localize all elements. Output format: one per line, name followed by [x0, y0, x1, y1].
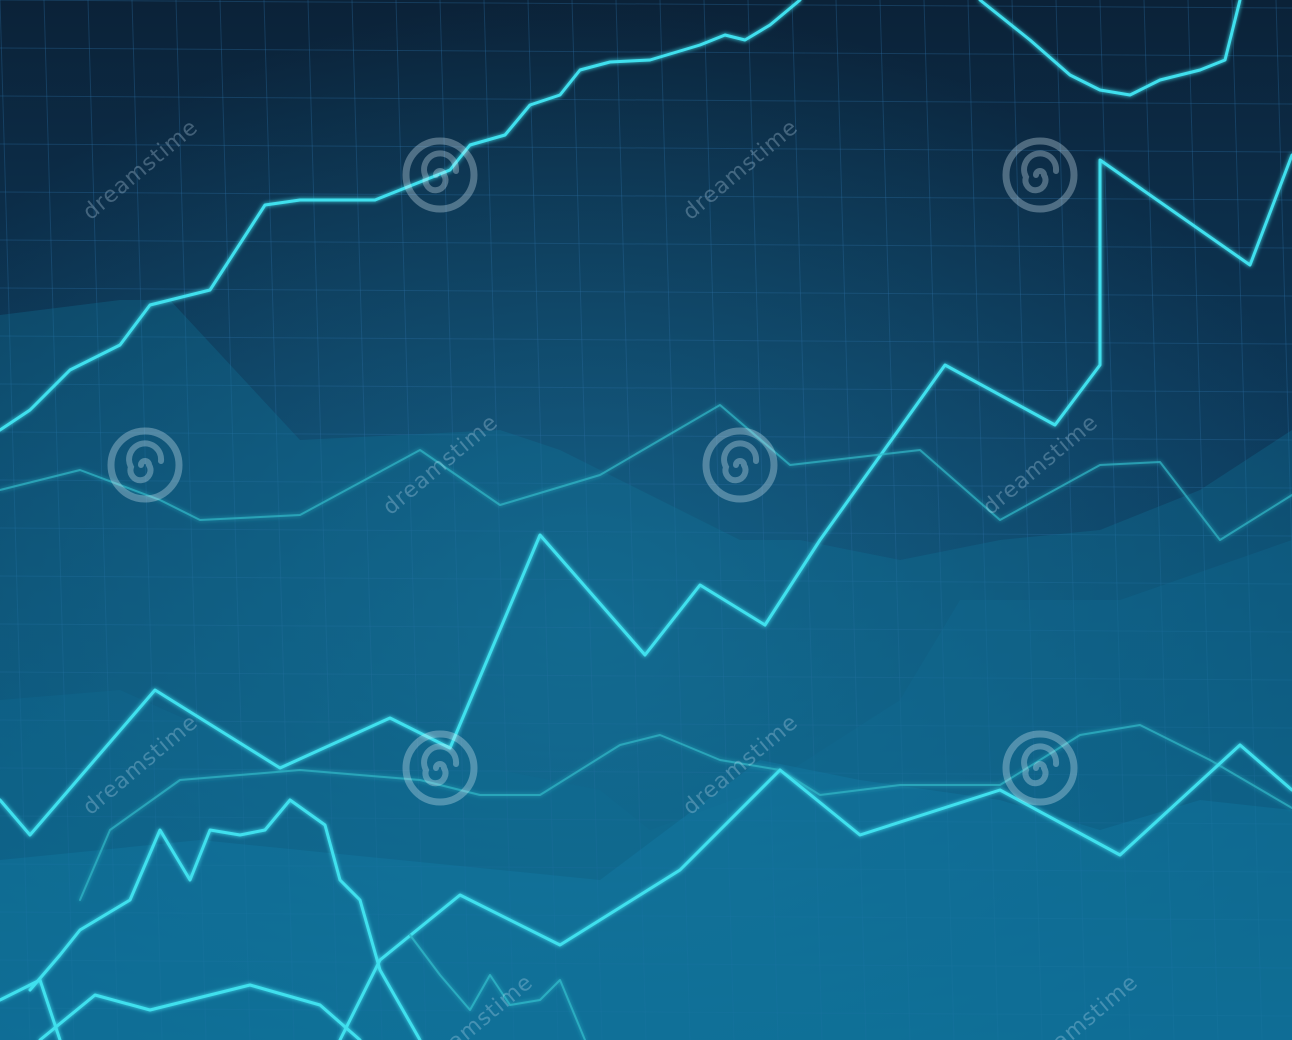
- spiral-logo-icon: [702, 427, 778, 503]
- grid-horizontal-line: [0, 431, 1292, 441]
- spiral-logo-icon: [1002, 730, 1078, 806]
- grid-horizontal-line: [0, 287, 1292, 297]
- grid-vertical-line: [175, 0, 207, 1040]
- spiral-logo-icon: [1002, 137, 1078, 213]
- grid-vertical-line: [263, 0, 295, 1040]
- grid-horizontal-line: [0, 527, 1292, 537]
- grid-vertical-line: [219, 0, 251, 1040]
- grid-horizontal-line: [0, 767, 1292, 777]
- grid-vertical-line: [43, 0, 75, 1040]
- grid-vertical-line: [1055, 0, 1087, 1040]
- line-bottom-jagged: [28, 798, 422, 1040]
- area-lower: [0, 760, 1292, 1040]
- line-bottom-wave: [338, 743, 1292, 1040]
- grid-horizontal-line: [0, 1007, 1292, 1017]
- line-right-zigzag: [763, 153, 1292, 627]
- grid-horizontal-line: [0, 239, 1292, 249]
- line-bottom-left: [38, 983, 362, 1040]
- grid-vertical-line: [527, 0, 559, 1040]
- grid-horizontal-line: [0, 191, 1292, 201]
- grid-horizontal-line: [0, 95, 1292, 105]
- grid-vertical-line: [1231, 0, 1263, 1040]
- grid-horizontal-line: [0, 671, 1292, 681]
- grid-vertical-line: [395, 0, 427, 1040]
- grid-vertical-line: [1275, 0, 1292, 573]
- grid-vertical-line: [131, 0, 163, 1040]
- line-top-left: [0, 0, 802, 432]
- grid-horizontal-line: [0, 719, 1292, 729]
- grid-horizontal-line: [0, 959, 1292, 969]
- grid-vertical-line: [747, 0, 779, 1040]
- grid-horizontal-line: [0, 575, 1292, 585]
- grid-horizontal-line: [0, 911, 1292, 921]
- grid-horizontal-line: [0, 479, 1292, 489]
- spiral-logo-icon: [402, 137, 478, 213]
- grid-horizontal-line: [0, 863, 1292, 873]
- grid-vertical-line: [351, 0, 383, 1040]
- grid-vertical-line: [791, 0, 823, 1040]
- grid-horizontal-line: [0, 47, 1292, 57]
- grid-vertical-line: [1143, 0, 1175, 1040]
- spiral-logo-icon: [402, 730, 478, 806]
- grid-vertical-line: [923, 0, 955, 1040]
- grid-horizontal-line: [0, 143, 1292, 153]
- line-center-faint: [0, 404, 1292, 541]
- line-middle-zigzag: [0, 533, 767, 837]
- grid-horizontal-line: [0, 0, 1292, 9]
- grid-vertical-line: [571, 0, 603, 1040]
- grid-vertical-line: [835, 0, 867, 1040]
- grid-vertical-line: [1187, 0, 1219, 1040]
- grid-vertical-line: [879, 0, 911, 1040]
- grid-horizontal-line: [0, 623, 1292, 633]
- grid-vertical-line: [615, 0, 647, 1040]
- grid-vertical-line: [703, 0, 735, 1040]
- grid-vertical-line: [1099, 0, 1131, 1040]
- area-mid: [0, 540, 1292, 1040]
- grid-horizontal-line: [0, 383, 1292, 393]
- grid-horizontal-line: [0, 335, 1292, 345]
- grid-vertical-line: [307, 0, 339, 1040]
- grid-vertical-line: [0, 0, 31, 1040]
- grid-horizontal-line: [0, 815, 1292, 825]
- grid-vertical-line: [87, 0, 119, 1040]
- line-lower-faint: [79, 724, 1292, 901]
- grid-vertical-line: [1011, 0, 1043, 1040]
- spiral-logo-icon: [107, 427, 183, 503]
- area-upper: [0, 300, 1292, 1040]
- grid-vertical-line: [967, 0, 999, 1040]
- line-top-right: [978, 0, 1242, 97]
- line-bottom-mid: [409, 934, 586, 1040]
- grid-vertical-line: [483, 0, 515, 1040]
